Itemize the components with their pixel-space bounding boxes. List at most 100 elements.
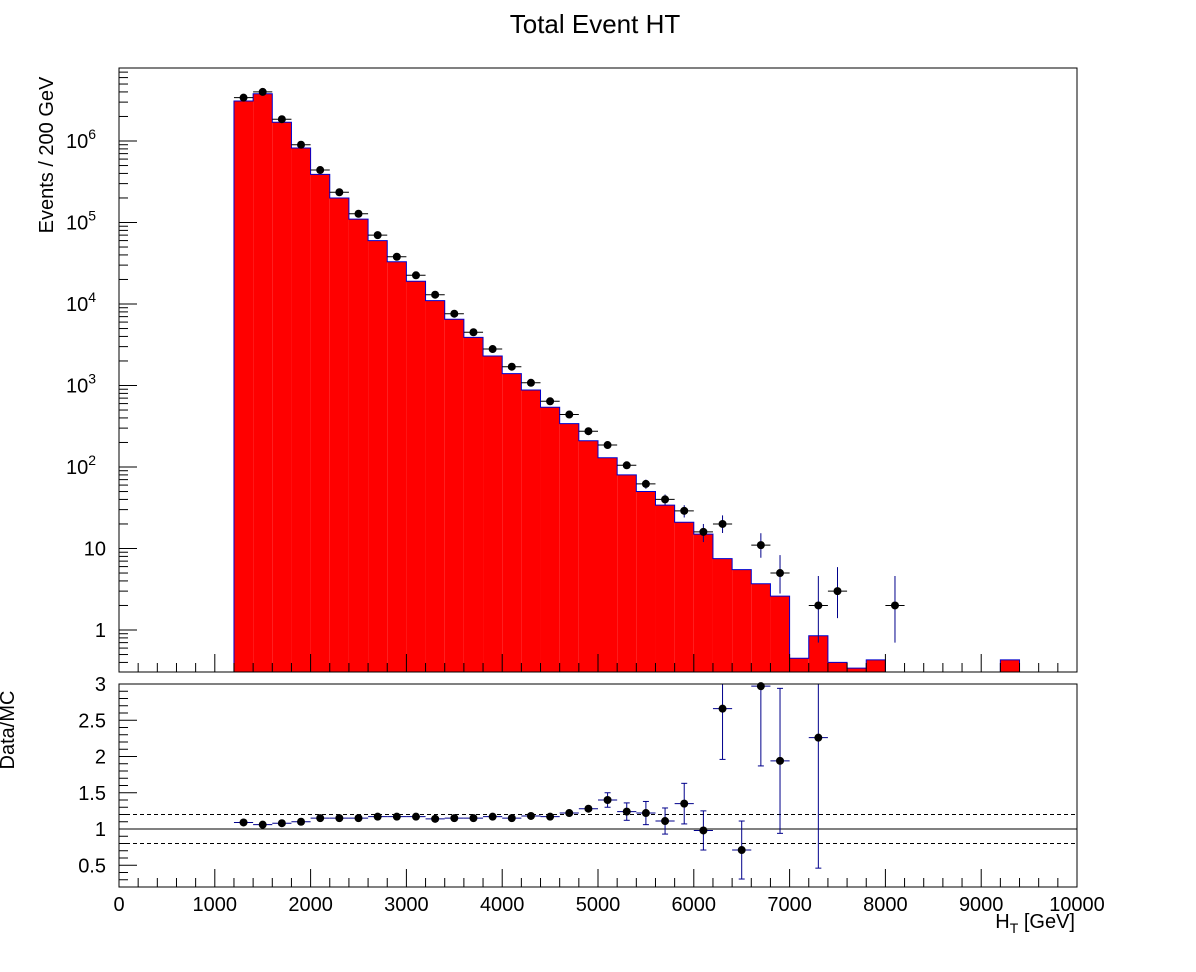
data-point: [411, 271, 420, 280]
histogram-bar: [598, 457, 618, 672]
ratio-point: [392, 812, 401, 821]
data-point: [507, 362, 516, 371]
data-point: [699, 527, 708, 536]
histogram-bar: [310, 174, 330, 672]
histogram-bar: [636, 491, 656, 672]
data-point: [641, 479, 650, 488]
x-tick-label: 6000: [672, 894, 717, 916]
histogram-bar: [770, 596, 790, 672]
data-point: [603, 441, 612, 450]
data-point: [661, 495, 670, 504]
histogram-bar: [751, 583, 771, 672]
y-tick-label: 104: [66, 289, 96, 316]
ratio-point: [718, 704, 727, 713]
ratio-point: [546, 812, 555, 821]
data-point: [776, 569, 785, 578]
y-tick-label: 105: [66, 208, 96, 235]
x-tick-label: 4000: [480, 894, 525, 916]
histogram-bar: [789, 658, 809, 672]
ratio-y-tick-label: 0.5: [78, 855, 106, 877]
ratio-point: [565, 809, 574, 818]
ratio-y-tick-label: 2: [95, 747, 106, 769]
data-point: [392, 252, 401, 261]
ratio-y-tick-label: 1: [95, 819, 106, 841]
histogram-bar: [617, 474, 637, 672]
data-point: [316, 166, 325, 175]
data-point: [239, 93, 248, 102]
histogram-bar: [329, 197, 349, 672]
y-tick-label: 1: [95, 620, 106, 642]
ratio-point: [469, 814, 478, 823]
data-point: [565, 410, 574, 419]
ratio-frame: [118, 683, 1078, 888]
data-points: [233, 87, 905, 643]
data-point: [622, 461, 631, 470]
data-point: [335, 188, 344, 197]
chart-title: Total Event HT: [510, 9, 681, 39]
histogram-bar: [866, 659, 886, 672]
data-point: [718, 519, 727, 528]
ratio-point: [641, 809, 650, 818]
main-y-axis-label: Events / 200 GeV: [36, 76, 58, 233]
data-point: [258, 87, 267, 96]
ratio-y-tick-label: 2.5: [78, 710, 106, 732]
histogram-bar: [406, 281, 426, 672]
mc-histogram: [233, 93, 1021, 673]
histogram-bar: [502, 373, 522, 672]
ratio-panel: 0.5 1 1.5 2 2.5 3 0 1000 2000 3000 4000 5000 6000 70…: [0, 674, 1105, 936]
ratio-point: [507, 814, 516, 823]
data-point: [450, 309, 459, 318]
ratio-point: [431, 814, 440, 823]
ratio-point: [488, 812, 497, 821]
ratio-point: [258, 820, 267, 829]
data-point: [584, 427, 593, 436]
ratio-point: [450, 814, 459, 823]
histogram-bar: [559, 423, 579, 672]
x-tick-label: 0: [113, 894, 124, 916]
data-point: [814, 601, 823, 610]
ratio-points: [233, 682, 828, 880]
ratio-point: [584, 804, 593, 813]
histogram-bar: [847, 668, 867, 672]
ratio-point: [699, 826, 708, 835]
histogram-bar: [808, 635, 828, 672]
x-tick-label: 3000: [384, 894, 429, 916]
ratio-reference-lines: [119, 814, 1077, 844]
ratio-y-tick-label: 1.5: [78, 783, 106, 805]
y-tick-label: 10: [84, 539, 106, 561]
data-point: [546, 397, 555, 406]
ratio-y-axis: 0.5 1 1.5 2 2.5 3: [78, 674, 137, 881]
data-point: [354, 209, 363, 218]
ratio-point: [277, 819, 286, 828]
histogram-bar: [712, 558, 733, 672]
histogram-bar: [521, 390, 541, 672]
histogram-bar: [425, 300, 445, 672]
ratio-point: [373, 812, 382, 821]
ratio-point: [680, 799, 689, 808]
histogram-bar: [655, 505, 675, 672]
data-point: [488, 345, 497, 354]
x-axis: 0 1000 2000 3000 4000 5000 6000 7000 8000 9000 100…: [113, 869, 1105, 916]
main-x-ticks: [118, 654, 1078, 672]
ratio-point: [622, 807, 631, 816]
histogram-bar: [272, 122, 292, 673]
histogram-bar: [483, 356, 503, 672]
x-tick-label: 2000: [288, 894, 333, 916]
data-point: [833, 587, 842, 596]
histogram-bar: [578, 440, 598, 672]
histogram-bar: [348, 219, 369, 672]
x-tick-label: 1000: [193, 894, 238, 916]
data-point: [756, 541, 765, 550]
main-panel: 1 10 102 103 104 105 106 Events / 200 GeV: [36, 67, 1078, 673]
histogram-bar: [674, 522, 694, 672]
histogram-bar: [444, 319, 464, 672]
histogram-bar: [463, 337, 484, 672]
ratio-point: [316, 814, 325, 823]
x-tick-label: 9000: [959, 894, 1004, 916]
histogram-bar: [368, 240, 388, 672]
ratio-point: [335, 814, 344, 823]
data-point: [373, 231, 382, 240]
ratio-point: [776, 756, 785, 765]
data-point: [431, 290, 440, 299]
data-point: [297, 140, 306, 149]
